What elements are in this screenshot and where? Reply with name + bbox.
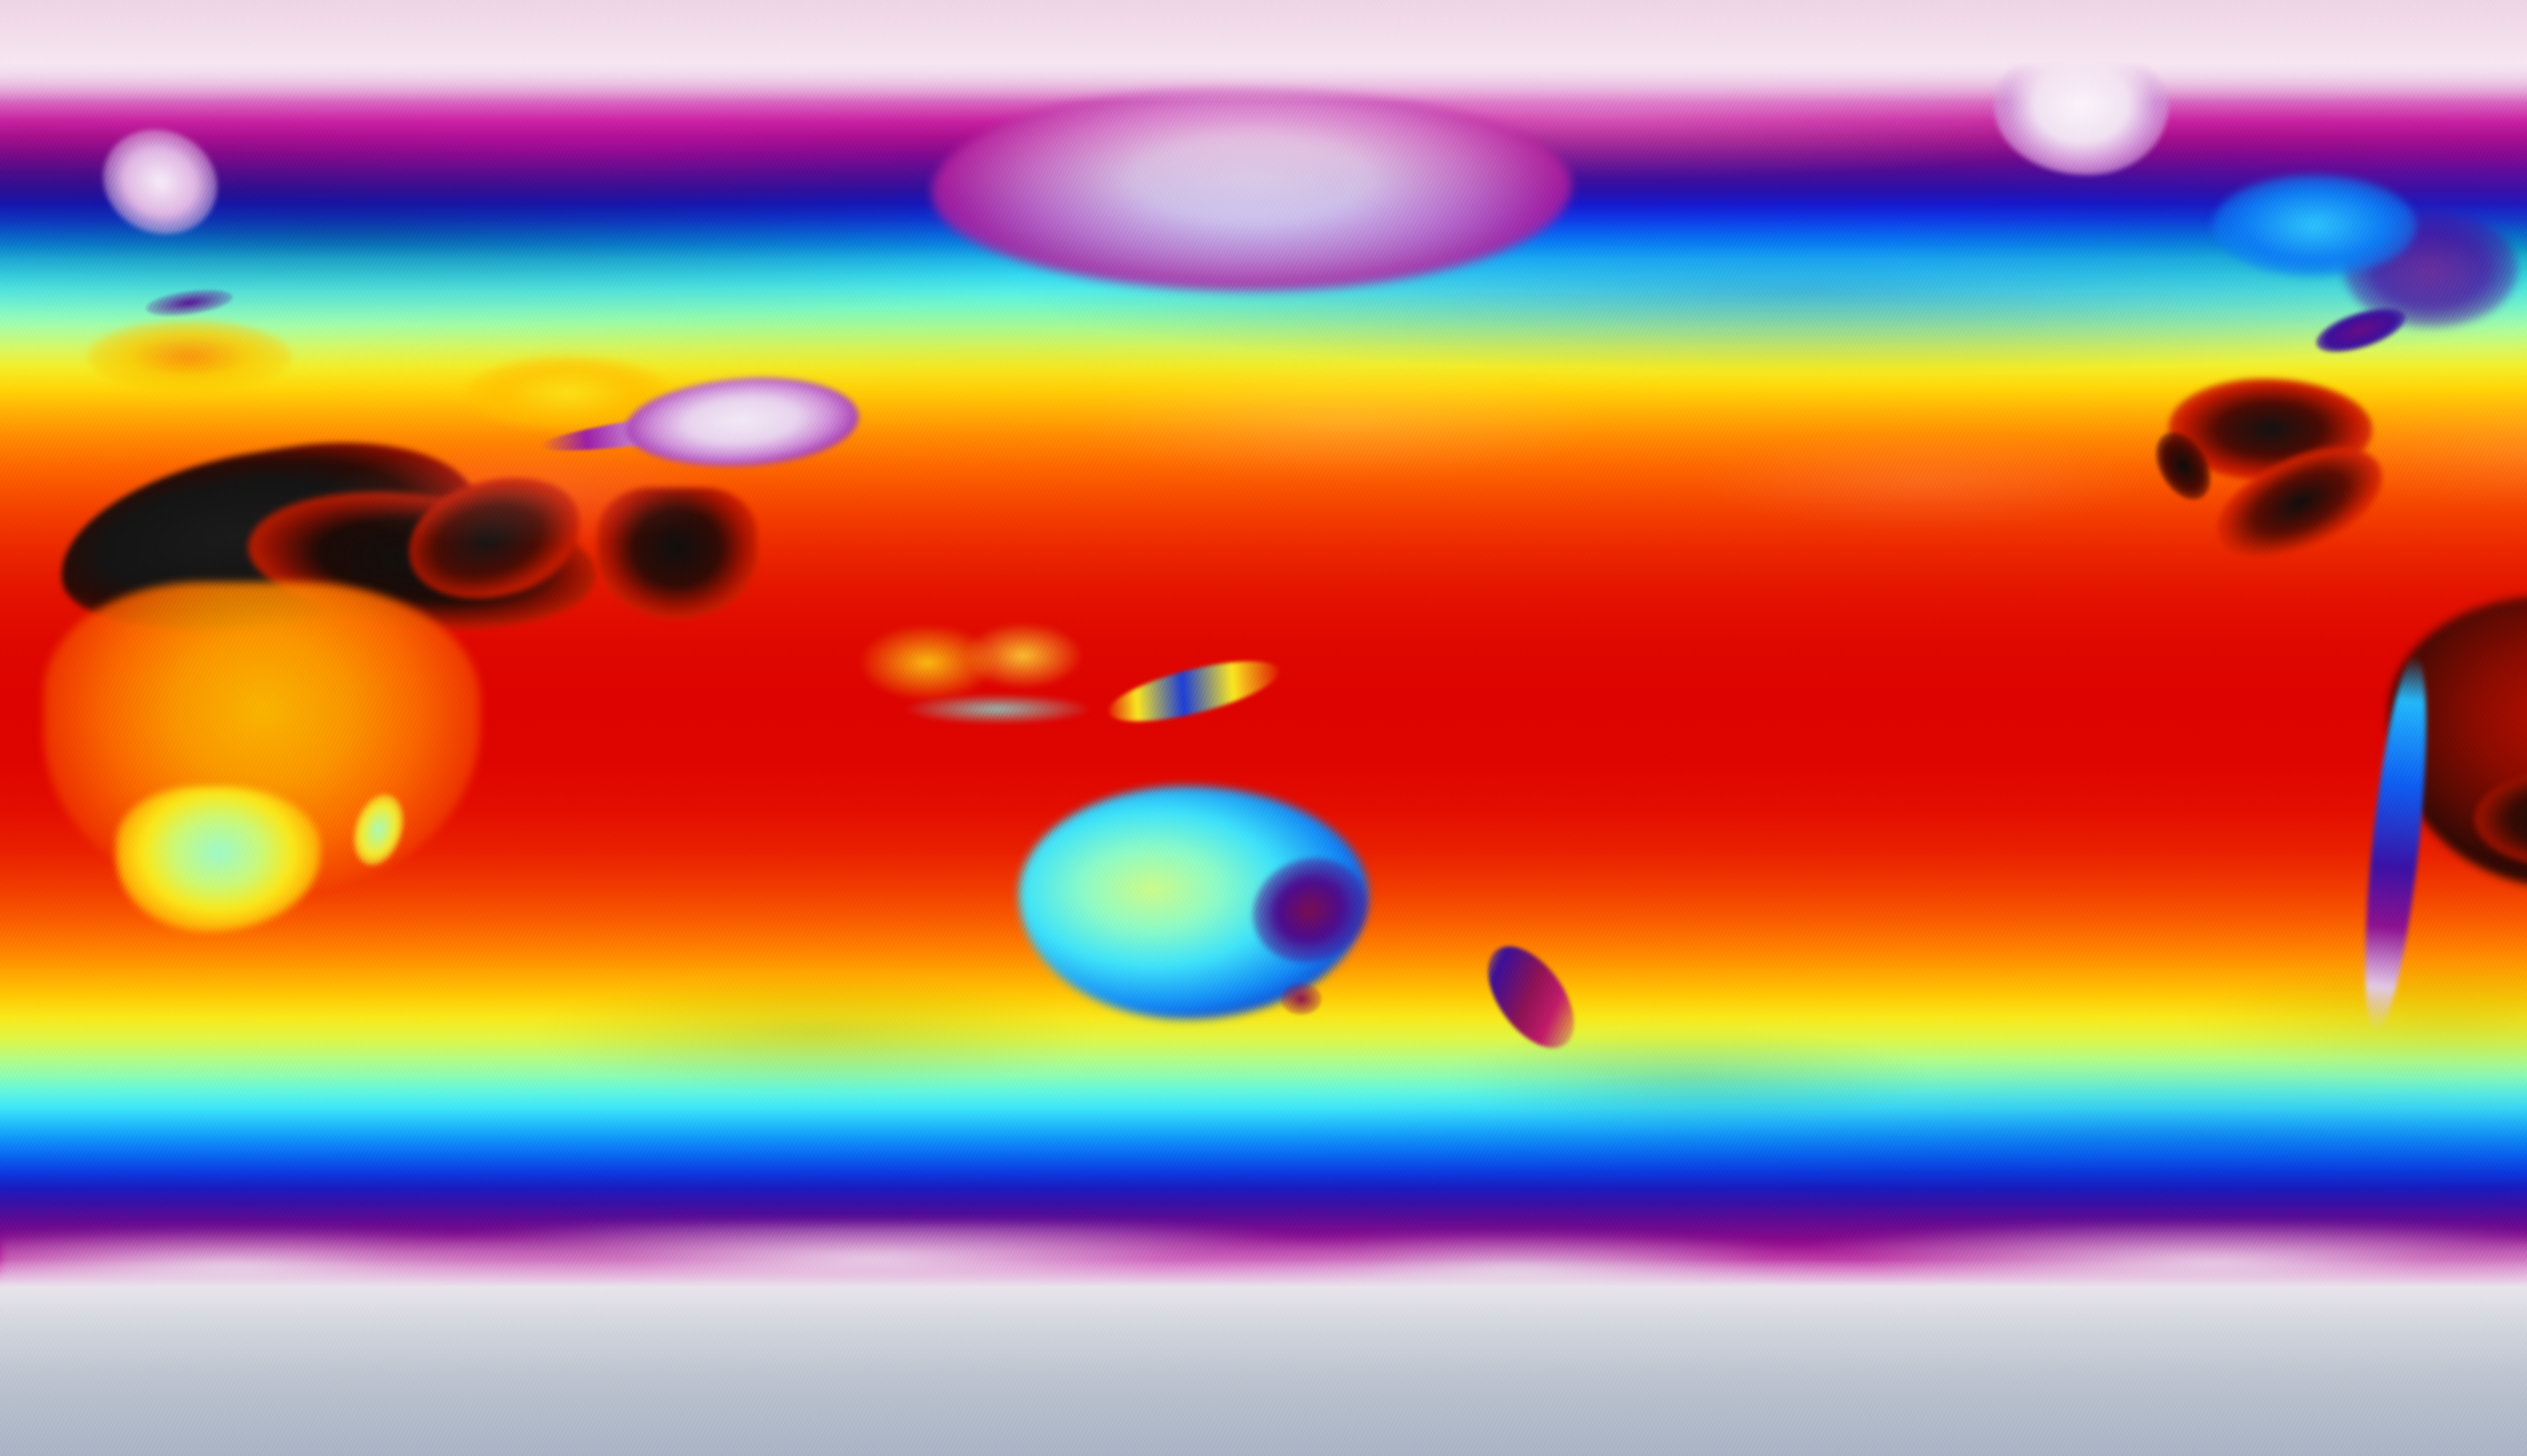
water-hudson-bay [2212,174,2416,277]
landmass-southern-africa [116,786,320,932]
landmass-siberia [931,87,1572,292]
landmass-india [596,488,757,619]
landmass-europe [87,320,291,393]
region-arctic-cap [0,0,2527,102]
landmass-antarctica [0,1259,2527,1456]
landmass-tasmania [1281,982,1322,1015]
